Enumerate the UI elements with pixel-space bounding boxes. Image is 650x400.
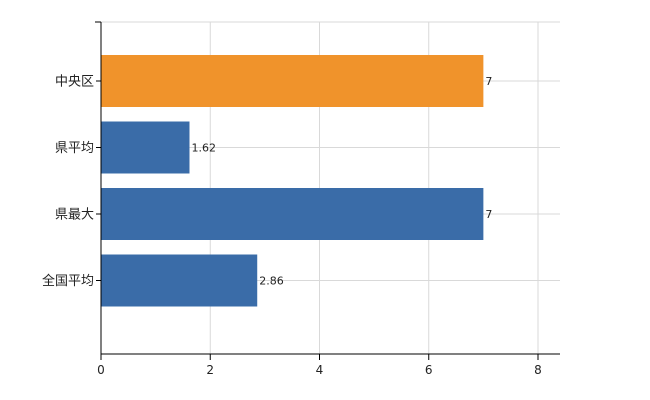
bar-value-label: 1.62 [191, 142, 216, 155]
x-tick-label: 6 [425, 363, 433, 377]
x-tick-label: 4 [316, 363, 324, 377]
bar [101, 254, 258, 307]
bars [101, 55, 484, 307]
bar-value-label: 7 [485, 208, 492, 221]
bar [101, 188, 484, 240]
category-label: 中央区 [55, 75, 94, 90]
category-label: 県平均 [55, 141, 94, 156]
category-label: 県最大 [55, 208, 94, 223]
bar [101, 121, 190, 174]
x-tick-label: 8 [534, 363, 542, 377]
x-axis: 0 2 4 6 8 [97, 353, 560, 377]
x-tick-label: 2 [206, 363, 214, 377]
bar-value-label: 7 [485, 75, 492, 88]
bar [101, 55, 484, 107]
category-label: 全国平均 [42, 273, 94, 289]
x-tick-label: 0 [97, 363, 105, 377]
value-labels: 7 1.62 7 2.86 [191, 75, 492, 288]
bar-value-label: 2.86 [259, 275, 284, 288]
